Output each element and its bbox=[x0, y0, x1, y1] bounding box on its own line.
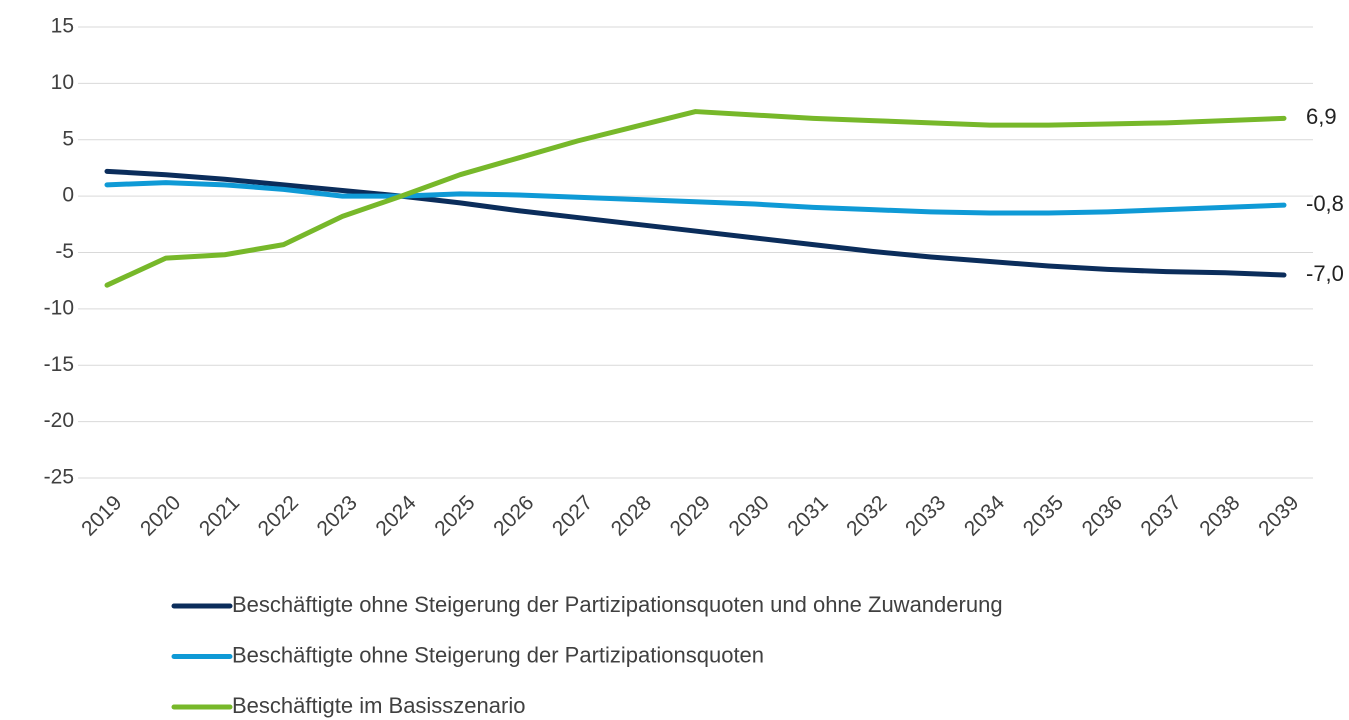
y-tick-label: 15 bbox=[51, 15, 74, 38]
end-label: -7,0 bbox=[1306, 261, 1344, 286]
legend-label: Beschäftigte ohne Steigerung der Partizi… bbox=[232, 592, 1003, 617]
x-tick-label: 2032 bbox=[842, 491, 891, 540]
x-tick-label: 2025 bbox=[430, 491, 479, 540]
data-line bbox=[104, 109, 1287, 288]
y-tick-label: 0 bbox=[62, 184, 74, 207]
x-tick-label: 2026 bbox=[489, 491, 538, 540]
y-tick-label: 10 bbox=[51, 71, 74, 94]
x-tick-label: 2039 bbox=[1254, 491, 1303, 540]
x-tick-label: 2038 bbox=[1195, 491, 1244, 540]
x-tick-label: 2030 bbox=[725, 491, 774, 540]
x-tick-label: 2027 bbox=[548, 491, 597, 540]
end-label: 6,9 bbox=[1306, 104, 1337, 129]
y-tick-label: -5 bbox=[55, 240, 74, 263]
x-tick-label: 2033 bbox=[901, 491, 950, 540]
x-tick-label: 2034 bbox=[960, 491, 1010, 541]
x-tick-label: 2020 bbox=[136, 491, 185, 540]
y-tick-label: -25 bbox=[44, 466, 74, 489]
data-line bbox=[104, 180, 1287, 216]
legend-label: Beschäftigte ohne Steigerung der Partizi… bbox=[232, 642, 764, 667]
data-line bbox=[104, 168, 1287, 278]
x-tick-label: 2024 bbox=[371, 491, 421, 541]
x-tick-label: 2035 bbox=[1019, 491, 1068, 540]
x-tick-label: 2031 bbox=[783, 491, 832, 540]
legend-label: Beschäftigte im Basisszenario bbox=[232, 693, 525, 718]
y-tick-label: 5 bbox=[62, 127, 74, 150]
x-tick-label: 2021 bbox=[195, 491, 244, 540]
x-tick-label: 2028 bbox=[607, 491, 656, 540]
y-tick-label: -10 bbox=[44, 296, 74, 319]
x-tick-label: 2036 bbox=[1078, 491, 1127, 540]
x-tick-label: 2022 bbox=[254, 491, 303, 540]
y-tick-label: -15 bbox=[44, 353, 74, 376]
x-tick-label: 2023 bbox=[313, 491, 362, 540]
x-tick-label: 2029 bbox=[666, 491, 715, 540]
y-tick-label: -20 bbox=[44, 409, 74, 432]
end-label: -0,8 bbox=[1306, 191, 1344, 216]
x-tick-label: 2037 bbox=[1136, 491, 1185, 540]
x-tick-label: 2019 bbox=[77, 491, 126, 540]
